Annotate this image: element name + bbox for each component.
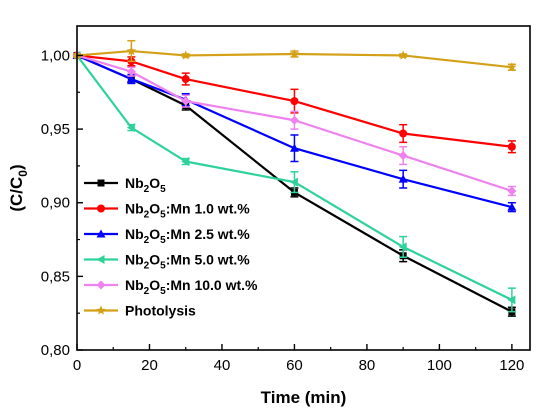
legend-swatch-marker bbox=[96, 305, 106, 315]
series-line bbox=[76, 54, 513, 192]
series-line bbox=[76, 54, 513, 301]
y-axis-title: (C/C0) bbox=[7, 164, 30, 211]
legend-label: Nb2O5 bbox=[125, 175, 166, 195]
legend-swatch-marker bbox=[96, 229, 106, 238]
series-line bbox=[76, 54, 513, 209]
y-tick-label: 0,80 bbox=[41, 342, 70, 359]
data-point bbox=[290, 97, 299, 106]
y-tick-label: 0,90 bbox=[41, 195, 70, 212]
series-6 bbox=[72, 39, 517, 72]
series-3 bbox=[72, 50, 517, 213]
legend-label: Nb2O5:Mn 10.0 wt.% bbox=[125, 277, 258, 297]
legend-label: Nb2O5:Mn 1.0 wt.% bbox=[125, 201, 250, 221]
x-tick-label: 80 bbox=[359, 357, 376, 374]
data-point bbox=[126, 74, 136, 83]
data-point bbox=[181, 75, 190, 84]
data-point bbox=[507, 62, 517, 72]
data-point bbox=[181, 156, 190, 166]
legend-entry: Nb2O5 bbox=[84, 175, 166, 195]
series-line bbox=[76, 49, 512, 69]
data-point bbox=[507, 186, 517, 196]
legend-entry: Photolysis bbox=[84, 303, 196, 319]
legend-label: Nb2O5:Mn 5.0 wt.% bbox=[125, 252, 250, 272]
data-point bbox=[507, 202, 517, 211]
legend-swatch-marker bbox=[96, 255, 105, 264]
series-line bbox=[76, 54, 513, 148]
legend-swatch-marker bbox=[97, 179, 105, 187]
legend: Nb2O5 Nb2O5:Mn 1.0 wt.% Nb2O5:Mn 2.5 wt.% N… bbox=[84, 175, 258, 319]
data-point bbox=[398, 242, 407, 252]
legend-label: Photolysis bbox=[125, 303, 196, 319]
data-point bbox=[289, 115, 299, 125]
data-point bbox=[126, 123, 135, 133]
legend-entry: Nb2O5:Mn 10.0 wt.% bbox=[84, 277, 258, 297]
x-tick-label: 60 bbox=[286, 357, 303, 374]
legend-swatch-marker bbox=[96, 280, 106, 290]
x-tick-label: 20 bbox=[141, 357, 158, 374]
x-tick-label: 100 bbox=[427, 357, 452, 374]
data-point bbox=[507, 295, 516, 305]
legend-entry: Nb2O5:Mn 5.0 wt.% bbox=[84, 252, 250, 272]
plot-frame bbox=[76, 25, 531, 351]
data-point bbox=[398, 151, 408, 161]
axes-layer: 0 20 40 60 80 100 120 0,80 0,85 0,90 0,95 1,00 bbox=[41, 25, 531, 374]
data-point bbox=[289, 177, 298, 187]
data-point bbox=[398, 50, 408, 60]
series-layer bbox=[72, 39, 517, 317]
data-point bbox=[126, 46, 137, 56]
data-point bbox=[289, 143, 299, 152]
y-tick-label: 1,00 bbox=[41, 47, 70, 64]
legend-swatch-marker bbox=[97, 204, 105, 213]
series-4 bbox=[72, 50, 516, 313]
legend-entry: Nb2O5:Mn 1.0 wt.% bbox=[84, 201, 250, 221]
data-point bbox=[126, 67, 136, 77]
data-point bbox=[180, 50, 191, 60]
x-tick-label: 0 bbox=[73, 357, 81, 374]
data-point bbox=[289, 48, 300, 59]
y-tick-label: 0,85 bbox=[41, 268, 70, 285]
legend-entry: Nb2O5:Mn 2.5 wt.% bbox=[84, 226, 250, 246]
x-axis-title: Time (min) bbox=[261, 388, 347, 407]
y-tick-label: 0,95 bbox=[41, 121, 70, 138]
data-point bbox=[181, 96, 191, 106]
x-tick-label: 40 bbox=[214, 357, 231, 374]
x-tick-label: 120 bbox=[499, 357, 524, 374]
data-point bbox=[399, 129, 408, 138]
data-point bbox=[398, 174, 408, 183]
data-point bbox=[507, 142, 516, 151]
legend-label: Nb2O5:Mn 2.5 wt.% bbox=[125, 226, 250, 246]
